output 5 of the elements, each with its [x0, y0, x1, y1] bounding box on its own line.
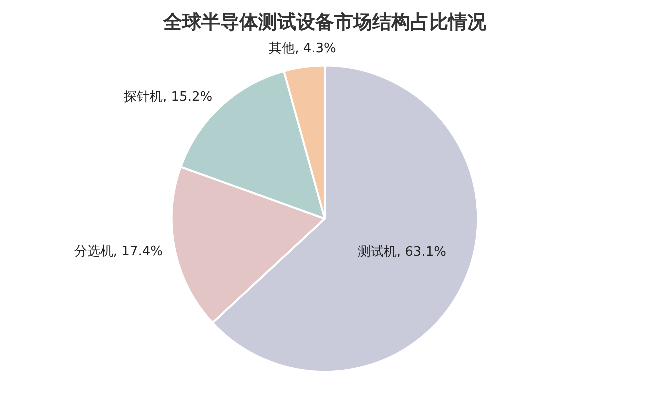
chart-title: 全球半导体测试设备市场结构占比情况 — [162, 11, 488, 34]
slice-label: 其他, 4.3% — [269, 41, 336, 56]
slice-label: 测试机, 63.1% — [358, 244, 446, 260]
slice-label: 分选机, 17.4% — [74, 244, 163, 260]
slice-label: 探针机, 15.2% — [124, 90, 213, 106]
